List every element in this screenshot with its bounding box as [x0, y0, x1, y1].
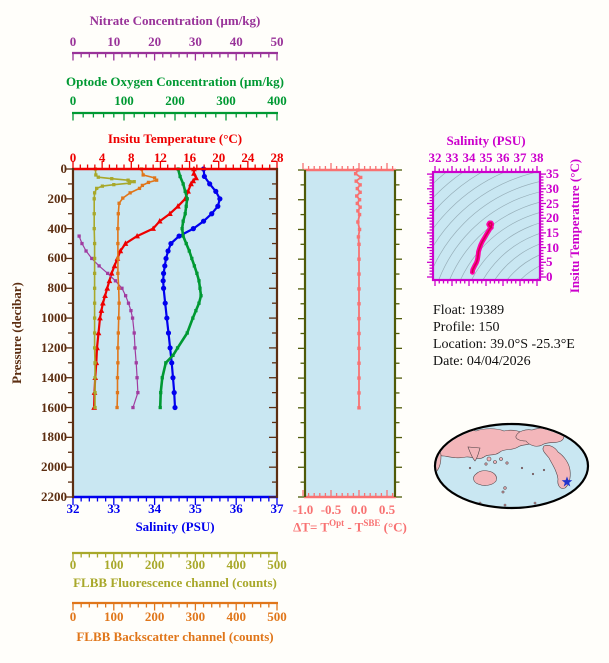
tick-label: 400 [226, 609, 246, 624]
oxygen-axis-title: Optode Oxygen Concentration (µm/kg) [65, 74, 285, 89]
tick-label: 28 [270, 150, 284, 165]
tick-label: 33 [445, 150, 459, 165]
pressure-axis-title: Pressure (decibar) [9, 282, 24, 384]
tick-label: 5 [546, 254, 553, 270]
tick-label: 35 [479, 150, 493, 165]
tick-label: 0.5 [378, 502, 396, 517]
tick-label: 600 [47, 250, 68, 266]
tick-label: 34 [148, 501, 162, 516]
tick-label: 20 [546, 210, 559, 226]
float-metadata: Float: 19389 Profile: 150 Location: 39.0… [433, 302, 575, 370]
tick-label: 36 [229, 501, 243, 516]
tick-label: 200 [144, 609, 165, 624]
fluorescence-axis-title: FLBB Fluorescence channel (counts) [73, 575, 277, 590]
tick-label: 10 [107, 34, 121, 49]
tick-label: 1200 [41, 339, 67, 355]
tick-label: 37 [270, 501, 284, 516]
tick-label: 1600 [41, 399, 67, 415]
tick-label: 0 [69, 34, 77, 49]
tick-label: 100 [114, 93, 134, 108]
tick-label: 500 [267, 609, 287, 624]
tick-label: 800 [47, 280, 68, 296]
tick-label: 25 [546, 195, 559, 211]
delta-t-title-sup: SBE [363, 518, 381, 528]
tick-label: 24 [241, 150, 255, 165]
tick-label: -1.0 [292, 502, 314, 517]
delta-t-title-sup: Opt [329, 518, 345, 528]
date-line: Date: 04/04/2026 [433, 354, 531, 369]
tick-label: 0 [69, 557, 77, 572]
ts-temperature-axis-title: Insitu Temperature (°C) [567, 158, 582, 294]
tick-label: 35 [188, 501, 202, 516]
tick-label: 0.0 [350, 502, 368, 517]
tick-label: 0 [69, 150, 77, 165]
tick-label: 15 [546, 224, 559, 240]
tick-label: 32 [428, 150, 442, 165]
tick-label: 32 [66, 501, 80, 516]
tick-label: 34 [462, 150, 476, 165]
tick-label: 200 [165, 93, 185, 108]
tick-label: 50 [270, 34, 284, 49]
tick-label: 1800 [41, 429, 67, 445]
tick-label: 12 [153, 150, 167, 165]
temperature-axis-title: Insitu Temperature (°C) [107, 131, 243, 146]
backscatter-axis-title: FLBB Backscatter channel (counts) [76, 629, 274, 644]
salinity-axis-title: Salinity (PSU) [135, 519, 215, 534]
tick-label: 1400 [41, 369, 67, 385]
tick-label: 300 [216, 93, 236, 108]
tick-label: 300 [185, 609, 206, 624]
profile-line: Profile: 150 [433, 320, 500, 335]
tick-label: 16 [183, 150, 197, 165]
tick-label: 10 [546, 239, 559, 255]
delta-t-axis-title: ΔT= TOpt - TSBE (°C) [293, 518, 407, 535]
float-id-line: Float: 19389 [433, 303, 505, 318]
delta-t-title-part: - T [344, 519, 364, 535]
world-map [433, 422, 590, 510]
ts-salinity-axis-title: Salinity (PSU) [446, 133, 526, 148]
tick-label: 2000 [41, 459, 67, 475]
tick-label: 200 [47, 190, 68, 206]
tick-label: 400 [226, 557, 246, 572]
tick-label: 400 [47, 220, 68, 236]
tick-label: 0 [69, 609, 77, 624]
tick-label: 35 [546, 166, 559, 182]
tick-label: 0 [69, 93, 77, 108]
tick-label: 500 [267, 557, 287, 572]
nitrate-axis-title: Nitrate Concentration (µm/kg) [89, 13, 261, 28]
tick-label: 20 [148, 34, 162, 49]
tick-label: 36 [496, 150, 510, 165]
tick-label: 37 [513, 150, 527, 165]
tick-label: 300 [185, 557, 206, 572]
tick-label: 100 [104, 609, 124, 624]
tick-label: 2200 [41, 489, 67, 504]
tick-label: 38 [530, 150, 544, 165]
tick-label: 4 [98, 150, 106, 165]
tick-label: 30 [546, 180, 559, 196]
tick-label: 8 [128, 150, 135, 165]
tick-label: -0.5 [320, 502, 342, 517]
tick-label: 33 [107, 501, 121, 516]
tick-label: 200 [144, 557, 165, 572]
tick-label: 400 [267, 93, 287, 108]
delta-t-title-part: (°C) [380, 519, 407, 535]
tick-label: 100 [104, 557, 124, 572]
float-position-star-icon [561, 476, 573, 487]
tick-label: 0 [60, 161, 68, 176]
tick-label: 1000 [41, 310, 67, 326]
tick-label: 30 [188, 34, 202, 49]
tick-label: 40 [229, 34, 243, 49]
tick-label: 0 [546, 269, 553, 284]
delta-t-title-part: ΔT= T [293, 519, 330, 535]
tick-label: 20 [212, 150, 226, 165]
location-line: Location: 39.0°S -25.3°E [433, 337, 575, 352]
